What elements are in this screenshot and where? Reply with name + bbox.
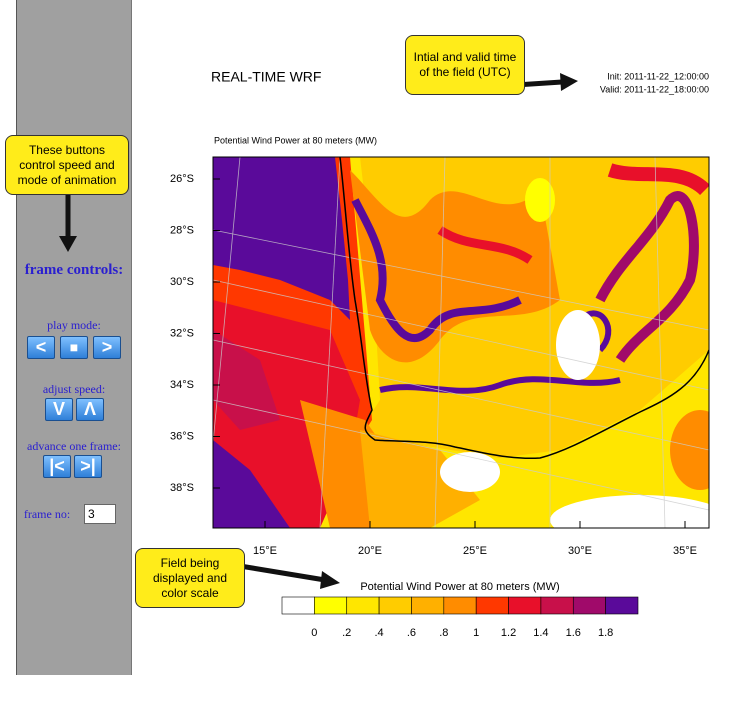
lon-label: 35°E xyxy=(673,545,697,557)
step-back-button[interactable]: |< xyxy=(43,455,71,478)
lat-label: 26°S xyxy=(170,173,194,185)
colorbar-box xyxy=(378,596,412,615)
colorbar-box xyxy=(572,596,606,615)
wind-power-field xyxy=(213,157,709,528)
lat-label: 34°S xyxy=(170,379,194,391)
advance-label: advance one frame: xyxy=(27,439,121,453)
lat-label: 32°S xyxy=(170,327,194,339)
colorbar-label: 1.4 xyxy=(533,627,548,639)
lon-label: 30°E xyxy=(568,545,592,557)
play-backward-button[interactable]: < xyxy=(27,336,55,359)
field-callout: Field being displayed and color scale xyxy=(135,548,245,608)
animation-callout: These buttons control speed and mode of … xyxy=(5,135,129,195)
colorbar-label: .4 xyxy=(374,627,383,639)
lon-label: 25°E xyxy=(463,545,487,557)
map-title: Potential Wind Power at 80 meters (MW) xyxy=(214,135,377,145)
colorbar-label: 1.2 xyxy=(501,627,516,639)
lat-label: 30°S xyxy=(170,276,194,288)
sidebar: frame controls: play mode: < ■ > adjust … xyxy=(16,0,132,675)
colorbar-label: 1.8 xyxy=(598,627,613,639)
lat-label: 28°S xyxy=(170,224,194,236)
frame-no-label: frame no: xyxy=(23,507,71,521)
colorbar-box xyxy=(540,596,574,615)
colorbar-label: 1 xyxy=(473,627,479,639)
init-time: Init: 2011-11-22_12:00:00 xyxy=(607,71,709,81)
frame-no-input[interactable] xyxy=(84,504,116,524)
colorbar-label: 0 xyxy=(311,627,317,639)
lon-label: 20°E xyxy=(358,545,382,557)
colorbar-box xyxy=(475,596,509,615)
lat-label: 36°S xyxy=(170,430,194,442)
faster-button[interactable]: Λ xyxy=(76,398,104,421)
colorbar-box xyxy=(281,596,315,615)
colorbar-box xyxy=(508,596,542,615)
colorbar-box xyxy=(346,596,380,615)
colorbar-label: .8 xyxy=(439,627,448,639)
slower-button[interactable]: V xyxy=(45,398,73,421)
colorbar-box xyxy=(443,596,477,615)
colorbar-box xyxy=(605,596,639,615)
adjust-speed-label: adjust speed: xyxy=(42,382,106,396)
colorbar-box xyxy=(314,596,348,615)
frame-controls-heading: frame controls: xyxy=(24,262,124,278)
play-mode-label: play mode: xyxy=(47,318,101,332)
lat-label: 38°S xyxy=(170,482,194,494)
stop-button[interactable]: ■ xyxy=(60,336,88,359)
play-forward-button[interactable]: > xyxy=(93,336,121,359)
page-title: REAL-TIME WRF xyxy=(211,69,321,85)
time-callout: Intial and valid time of the field (UTC) xyxy=(405,35,525,95)
colorbar-title: Potential Wind Power at 80 meters (MW) xyxy=(360,581,559,593)
colorbar-label: .6 xyxy=(407,627,416,639)
colorbar-box xyxy=(411,596,445,615)
step-forward-button[interactable]: >| xyxy=(74,455,102,478)
valid-time: Valid: 2011-11-22_18:00:00 xyxy=(600,84,709,94)
colorbar-label: 1.6 xyxy=(566,627,581,639)
colorbar-label: .2 xyxy=(342,627,351,639)
lon-label: 15°E xyxy=(253,545,277,557)
